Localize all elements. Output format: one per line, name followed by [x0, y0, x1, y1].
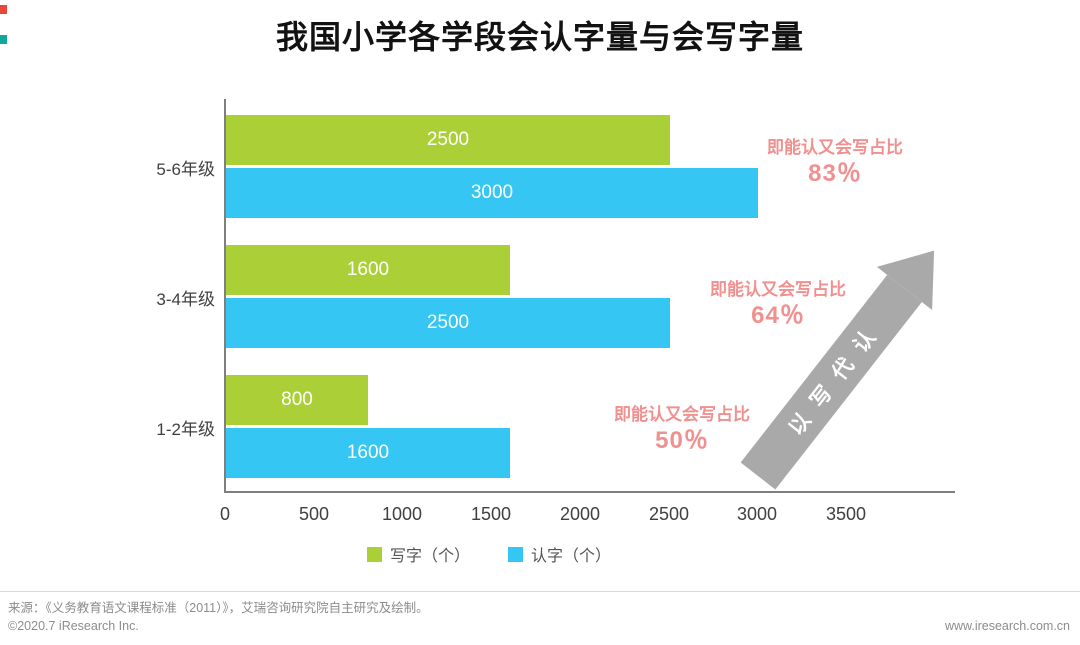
x-tick-label: 500	[298, 504, 330, 524]
legend-item-write: 写字（个）	[366, 542, 470, 566]
legend: 写字（个） 认字（个）	[0, 542, 978, 566]
bar-read-group-2: 1600	[226, 428, 510, 478]
annotation-label: 即能认又会写占比	[767, 138, 903, 157]
y-category-label: 3-4年级	[156, 290, 215, 309]
legend-item-read: 认字（个）	[508, 542, 611, 566]
legend-swatch-icon	[366, 546, 382, 562]
x-tick-label: 2500	[648, 504, 690, 524]
annotation-value: 50％	[655, 427, 709, 454]
bar-value-label: 3000	[470, 182, 514, 203]
x-tick-label: 0	[219, 504, 230, 524]
x-tick-label: 2000	[559, 504, 601, 524]
x-tick-label: 3000	[736, 504, 778, 524]
footer-divider	[0, 591, 1080, 592]
annotation-value: 64％	[751, 302, 805, 329]
bar-read-group-0: 3000	[226, 168, 758, 218]
x-tick-label: 1000	[381, 504, 423, 524]
bar-write-group-1: 1600	[226, 245, 510, 295]
annotation-label: 即能认又会写占比	[614, 405, 750, 424]
bar-write-group-2: 800	[226, 375, 368, 425]
trend-arrow-label: 以写代认	[784, 315, 889, 440]
annotation-group-2: 即能认又会写占比 50％	[576, 403, 788, 456]
y-category-label: 1-2年级	[156, 420, 215, 439]
x-tick-label: 3500	[825, 504, 867, 524]
bar-value-label: 800	[281, 389, 313, 410]
bar-value-label: 2500	[426, 129, 470, 150]
annotation-value: 83％	[808, 160, 862, 187]
footer-source-text: 来源：《义务教育语文课程标准（2011）》，艾瑞咨询研究院自主研究及绘制。	[8, 601, 429, 615]
y-category-label: 5-6年级	[156, 160, 215, 179]
x-axis-line	[224, 491, 955, 493]
corner-mark-teal	[0, 35, 7, 44]
corner-mark-red	[0, 5, 7, 14]
footer-website: www.iresearch.com.cn	[944, 619, 1070, 633]
legend-label: 写字（个）	[389, 548, 470, 565]
chart-title: 我国小学各学段会认字量与会写字量	[275, 19, 804, 55]
annotation-group-0: 即能认又会写占比 83％	[729, 136, 941, 189]
y-axis-line	[224, 99, 226, 493]
bar-write-group-0: 2500	[226, 115, 670, 165]
legend-swatch-icon	[508, 546, 523, 562]
bar-value-label: 1600	[346, 259, 390, 280]
legend-label: 认字（个）	[531, 548, 612, 565]
annotation-label: 即能认又会写占比	[710, 280, 846, 299]
bar-read-group-1: 2500	[226, 298, 670, 348]
annotation-group-1: 即能认又会写占比 64％	[672, 278, 884, 331]
x-tick-label: 1500	[470, 504, 512, 524]
footer-copyright: ©2020.7 iResearch Inc.	[8, 619, 139, 633]
bar-value-label: 1600	[346, 442, 390, 463]
bar-value-label: 2500	[426, 312, 470, 333]
